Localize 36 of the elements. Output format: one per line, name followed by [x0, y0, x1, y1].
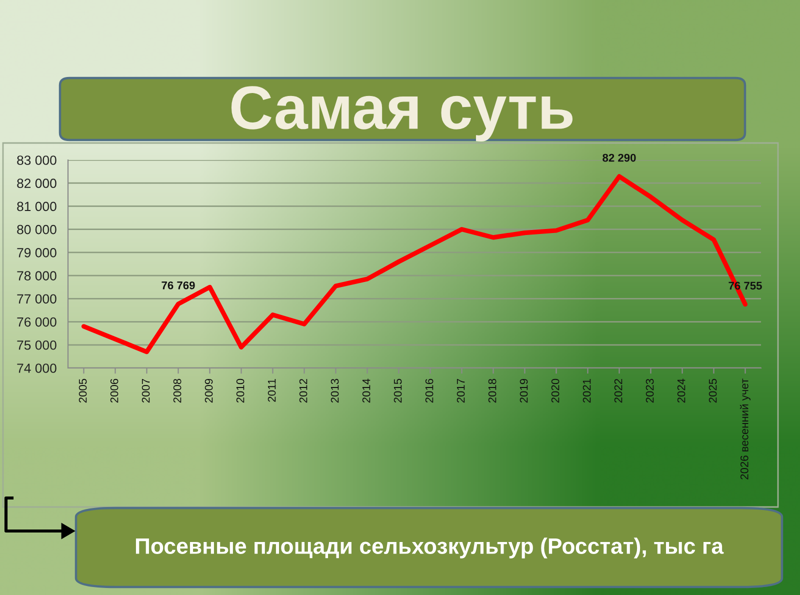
x-tick-label: 2015 — [394, 378, 402, 403]
x-tick-label: 2017 — [456, 378, 465, 403]
x-tick-label: 2023 — [646, 378, 654, 403]
data-label: 82 290 — [602, 154, 636, 162]
x-tick-label: 2013 — [330, 378, 339, 403]
x-tick-label: 2016 — [425, 378, 434, 403]
x-tick-label: 2007 — [142, 378, 150, 403]
data-label: 76 769 — [162, 281, 195, 290]
x-tick-label: 2009 — [204, 378, 213, 403]
x-tick-label: 2019 — [520, 378, 528, 403]
y-tick-label: 82 000 — [17, 178, 56, 188]
x-tick-label: 2006 — [110, 378, 118, 403]
y-tick-label: 75 000 — [17, 340, 56, 350]
y-tick-label: 76 000 — [17, 317, 56, 327]
x-tick-label: 2012 — [299, 378, 308, 403]
x-tick-label: 2020 — [551, 378, 560, 403]
x-tick-label: 2008 — [173, 378, 182, 403]
x-tick-label: 2026 весенний учет — [740, 378, 751, 480]
y-tick-label: 79 000 — [17, 248, 56, 258]
x-tick-label: 2022 — [614, 378, 622, 403]
x-tick-label: 2011 — [268, 378, 276, 402]
x-tick-label: 2025 — [708, 378, 717, 403]
chart-title: Самая суть — [231, 86, 573, 142]
y-tick-label: 74 000 — [17, 364, 56, 373]
x-tick-label: 2010 — [236, 378, 244, 403]
y-tick-label: 80 000 — [17, 224, 56, 234]
x-tick-label: 2018 — [488, 378, 496, 403]
y-tick-label: 77 000 — [17, 294, 56, 304]
y-tick-label: 83 000 — [17, 156, 56, 165]
x-tick-label: 2024 — [677, 378, 686, 403]
x-tick-label: 2014 — [362, 378, 370, 403]
y-tick-label: 81 000 — [17, 202, 56, 212]
y-tick-label: 78 000 — [17, 271, 56, 280]
text: Посевные площади сельхозкультур (Росстат), тыс га — [136, 538, 724, 558]
x-tick-label: 2005 — [78, 378, 87, 403]
x-tick-label: 2021 — [582, 378, 591, 403]
